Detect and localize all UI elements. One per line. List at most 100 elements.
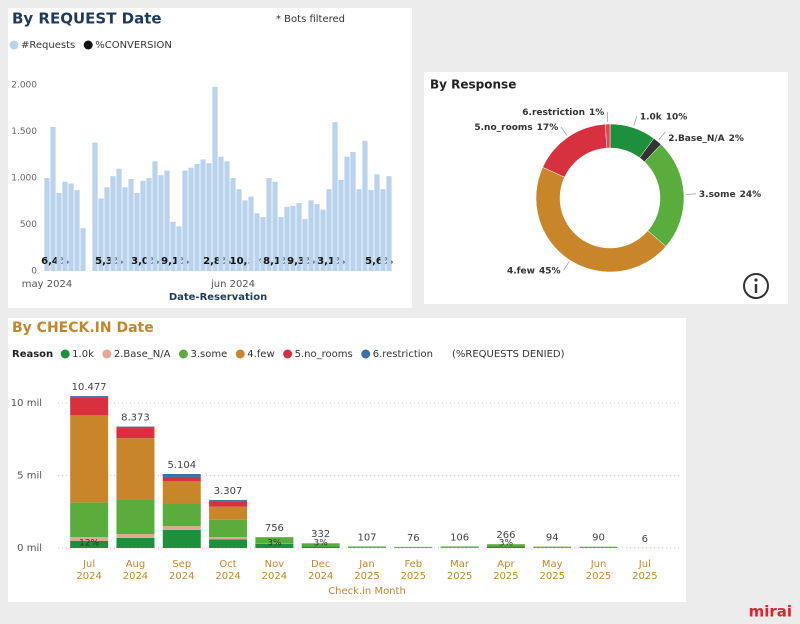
chart-title: By CHECK.IN Date (12, 320, 154, 336)
slice-label: 4.few 45% (507, 266, 561, 276)
y-tick-label: 1.500 (11, 127, 37, 137)
bar (98, 198, 104, 271)
bar-segment (70, 396, 109, 398)
bar-segment (209, 537, 248, 540)
bar (374, 174, 380, 271)
legend-marker (235, 349, 245, 359)
bar (188, 167, 194, 271)
bar (386, 176, 392, 271)
x-axis-title: Check.in Month (328, 586, 406, 597)
y-tick-label: 1.000 (11, 174, 37, 184)
bar (326, 189, 332, 271)
bar (164, 170, 170, 271)
legend-label: 3.some (190, 349, 227, 360)
bar (122, 187, 128, 271)
bar (332, 122, 338, 271)
donut-slice (605, 123, 611, 149)
bar (176, 226, 182, 271)
slice-category: 3.some (699, 189, 736, 199)
bar-segment (209, 500, 248, 502)
legend-label: 4.few (247, 349, 274, 360)
total-label: 5.104 (167, 460, 196, 471)
x-tick-label: may 2024 (22, 279, 72, 290)
slice-category: 1.0k (640, 112, 663, 122)
slice-label: 6.restriction 1% (522, 108, 604, 118)
bar (218, 156, 224, 271)
slice-value: 24% (740, 189, 762, 199)
conversion-label: 9,3% (287, 256, 315, 267)
denied-label: 3% (499, 539, 514, 549)
legend-label: 6.restriction (373, 349, 433, 360)
legend-marker (283, 349, 293, 359)
bar-segment (162, 473, 201, 477)
legend-label: 5.no_rooms (295, 349, 353, 360)
x-tick-label: jun 2024 (210, 279, 255, 290)
y-tick-label: 10 mil (11, 398, 42, 409)
bar (224, 161, 230, 271)
x-tick-label: Oct 2024 (215, 559, 241, 582)
legend-label: 1.0k (72, 349, 94, 360)
conversion-label: 2,8% (203, 256, 231, 267)
legend-marker (83, 40, 93, 50)
bar (284, 206, 290, 271)
total-label: 107 (357, 532, 376, 543)
denied-label: 3% (267, 539, 282, 549)
bar (104, 187, 110, 271)
bar-segment (70, 415, 109, 503)
bar-segment (486, 546, 525, 548)
bar (260, 217, 266, 271)
x-tick-label: Jun 2025 (585, 559, 612, 582)
bar (206, 163, 212, 271)
bar (254, 213, 260, 271)
bar-segment (116, 428, 155, 439)
bar (146, 178, 152, 271)
bar-segment (440, 546, 479, 548)
legend-label: 2.Base_N/A (114, 349, 171, 360)
donut-slice (535, 166, 667, 273)
chart-title: By Response (430, 78, 516, 92)
denied-label: 3% (314, 539, 329, 549)
bar (338, 179, 344, 271)
y-tick-label: 2.000 (11, 81, 37, 91)
x-tick-label: Jul 2024 (76, 559, 102, 582)
total-label: 756 (265, 523, 284, 534)
x-tick-label: Apr 2025 (493, 559, 519, 582)
x-tick-label: Mar 2025 (446, 559, 473, 582)
conversion-label: 5,6% (365, 256, 393, 267)
total-label: 8.373 (121, 413, 150, 424)
brand-logo: mirai (749, 603, 792, 621)
x-tick-label: May 2025 (539, 559, 565, 582)
info-icon[interactable] (743, 273, 769, 299)
bar (308, 200, 314, 271)
legend-marker (9, 40, 19, 50)
bar (116, 168, 122, 271)
bar-segment (162, 481, 201, 504)
bar-segment (486, 544, 525, 547)
bar-segment (162, 526, 201, 530)
total-label: 94 (546, 533, 559, 544)
slice-label: 3.some 24% (699, 189, 761, 199)
bar-segment (162, 503, 201, 527)
total-label: 6 (642, 534, 648, 545)
slice-category: 2.Base_N/A (668, 134, 724, 144)
denied-label: 12% (79, 539, 99, 549)
y-tick-label: 500 (20, 220, 37, 230)
conversion-label: 3,1% (317, 256, 345, 267)
slice-category: 5.no_rooms (474, 123, 532, 133)
slice-category: 6.restriction (522, 108, 585, 118)
legend-marker (178, 349, 188, 359)
bar (92, 142, 98, 271)
leader-line (658, 131, 666, 141)
bar (302, 218, 308, 271)
bar-segment (116, 438, 155, 500)
bar (158, 175, 164, 271)
bar (80, 228, 86, 271)
bar-segment (301, 543, 340, 547)
bar-segment (209, 506, 248, 520)
bar (230, 178, 236, 271)
legend-label: #Requests (21, 40, 75, 51)
x-tick-label: Jul 2025 (632, 559, 658, 582)
bar (314, 204, 320, 271)
x-axis-title: Date-Reservation (169, 292, 267, 303)
total-label: 106 (450, 532, 469, 543)
